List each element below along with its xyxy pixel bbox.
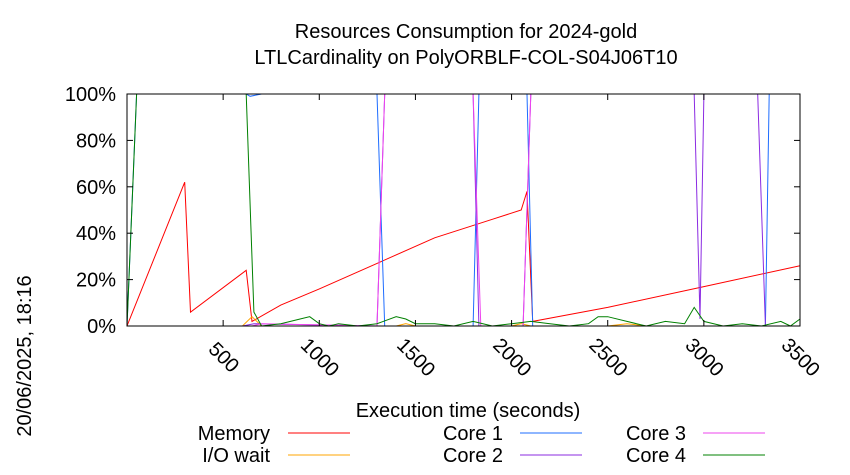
y-tick-label: 40% [76, 223, 116, 245]
y-tick-label: 100% [65, 84, 116, 106]
x-tick-label: 1000 [296, 334, 343, 381]
plot-frame [126, 93, 801, 327]
y-tick-label: 20% [76, 270, 116, 292]
x-tick-label: 2500 [584, 334, 631, 381]
legend-label: I/O wait [202, 445, 270, 467]
y-tick-label: 60% [76, 177, 116, 199]
x-tick-label: 3000 [681, 334, 728, 381]
x-axis-label: Execution time (seconds) [356, 400, 581, 422]
series-line-i-o-wait [127, 316, 800, 327]
y-tick-label: 0% [87, 316, 116, 338]
plot-area: 0% 20% 40% 60% 80% 100% 500 1000 1500 2000 2500 300… [65, 84, 824, 381]
x-tick-label: 500 [204, 338, 243, 377]
legend-label: Core 2 [443, 445, 503, 467]
legend-label: Core 4 [626, 445, 686, 467]
legend-label: Core 1 [443, 423, 503, 445]
timestamp-label: 20/06/2025, 18:16 [14, 275, 36, 436]
chart-title: Resources Consumption for 2024-gold [295, 21, 637, 43]
chart-subtitle: LTLCardinality on PolyORBLF-COL-S04J06T1… [254, 47, 677, 69]
x-tick-label: 1500 [392, 334, 439, 381]
y-tick-label: 80% [76, 130, 116, 152]
series-line-memory [126, 182, 801, 327]
legend-label: Memory [198, 423, 270, 445]
x-tick-label: 2000 [488, 334, 535, 381]
x-tick-label: 3500 [777, 334, 824, 381]
series-line-core-2 [127, 93, 800, 327]
legend-label: Core 3 [626, 423, 686, 445]
